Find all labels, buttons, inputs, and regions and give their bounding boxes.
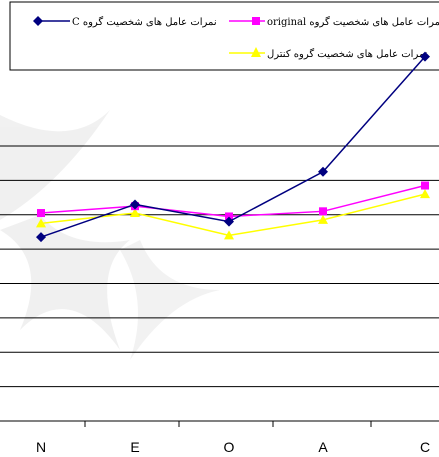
series-line-0 <box>40 56 426 238</box>
legend: نمرات عامل های شخصیت گروه C نمرات عامل ه… <box>9 1 439 71</box>
x-tick-label: C <box>420 439 430 453</box>
x-tick-label: O <box>224 439 235 453</box>
data-point-diamond <box>224 216 234 227</box>
data-point-diamond <box>318 166 328 177</box>
legend-marker-2 <box>251 47 261 57</box>
data-point-diamond <box>36 232 46 243</box>
watermark-decoration <box>0 110 220 360</box>
x-tick-label: E <box>130 439 139 453</box>
legend-box <box>9 1 439 71</box>
legend-label-1: نمرات عامل های شخصیت گروه original <box>267 16 439 28</box>
data-point-triangle <box>318 214 328 224</box>
data-point-triangle <box>224 230 234 240</box>
data-point-diamond <box>130 199 140 210</box>
x-tick-label: N <box>36 439 46 453</box>
data-point-triangle <box>420 189 430 199</box>
legend-entry-0: نمرات عامل های شخصیت گروه C <box>33 16 217 28</box>
legend-marker-0 <box>33 16 43 26</box>
data-point-square <box>421 181 429 190</box>
legend-marker-1 <box>252 17 260 25</box>
data-point-triangle <box>36 218 46 228</box>
data-point-square <box>319 207 327 216</box>
data-point-square <box>225 212 233 221</box>
legend-label-0: نمرات عامل های شخصیت گروه C <box>72 16 217 28</box>
data-point-diamond <box>420 51 430 62</box>
x-tick-label: A <box>318 439 328 453</box>
series-line-1 <box>40 184 426 218</box>
data-point-square <box>37 209 45 218</box>
legend-entry-2: نمرات عامل های شخصیت گروه کنترل <box>229 47 428 60</box>
legend-entry-1: نمرات عامل های شخصیت گروه original <box>229 16 439 28</box>
data-point-triangle <box>130 208 140 218</box>
legend-label-2: نمرات عامل های شخصیت گروه کنترل <box>267 48 428 60</box>
